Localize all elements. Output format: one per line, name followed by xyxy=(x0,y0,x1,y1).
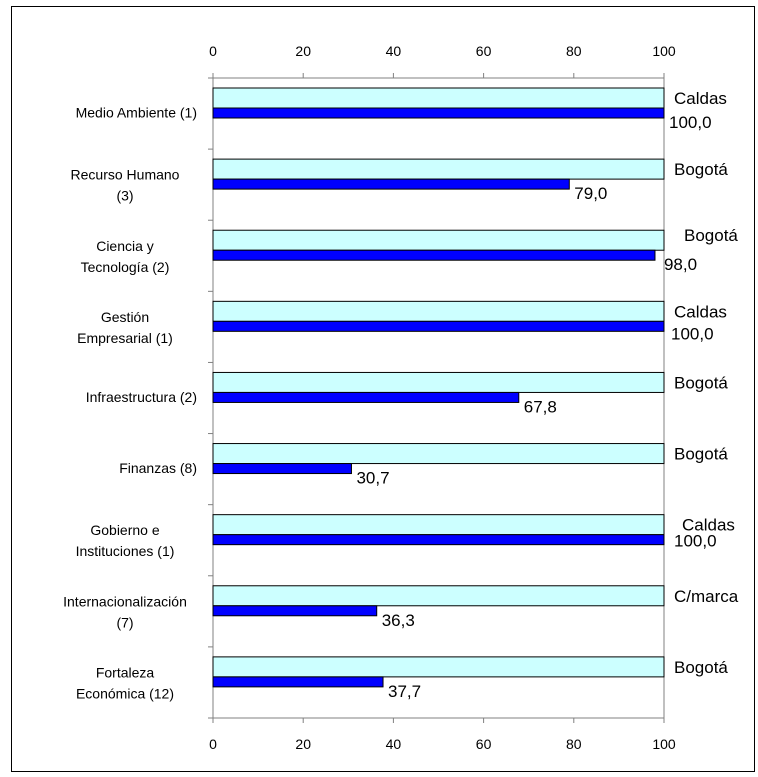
leader-label: Bogotá xyxy=(674,373,728,392)
leader-label: Caldas xyxy=(674,89,727,108)
value-label: 100,0 xyxy=(671,324,714,343)
bottom-tick-label: 0 xyxy=(209,736,217,752)
leader-label: Bogotá xyxy=(674,160,728,179)
bottom-tick-label: 60 xyxy=(476,736,492,752)
bottom-tick-label: 100 xyxy=(652,736,676,752)
leader-label: C/marca xyxy=(674,587,739,606)
reference-bar xyxy=(212,443,665,465)
reference-bar xyxy=(212,514,665,536)
bar-chart: 0 0 20 20 40 40 60 60 80 80 100 100 Medio Ambiente (… xyxy=(63,43,739,752)
region-bar xyxy=(212,676,384,688)
category-label: Medio Ambiente (1) xyxy=(76,105,197,121)
value-label: 100,0 xyxy=(669,113,712,132)
reference-bar xyxy=(212,158,665,180)
top-tick-label: 100 xyxy=(652,43,676,59)
leader-label: Bogotá xyxy=(674,445,728,464)
top-tick-label: 80 xyxy=(566,43,582,59)
value-label: 98,0 xyxy=(664,255,697,274)
category-label: Recurso Humano (3) xyxy=(71,167,180,204)
leader-label: Bogotá xyxy=(674,658,728,677)
category-label: Ciencia y Tecnología (2) xyxy=(81,238,170,275)
leader-label: Bogotá xyxy=(684,226,738,245)
category-label: Gestión Empresarial (1) xyxy=(77,309,173,346)
region-bar xyxy=(212,107,665,119)
region-bar xyxy=(212,605,378,617)
value-label: 30,7 xyxy=(356,469,389,488)
top-tick-label: 20 xyxy=(295,43,311,59)
bottom-tick-label: 80 xyxy=(566,736,582,752)
value-label: 37,7 xyxy=(388,682,421,701)
leader-label: Caldas xyxy=(674,302,727,321)
bottom-tick-label: 40 xyxy=(386,736,402,752)
reference-bar xyxy=(212,300,665,322)
region-bar xyxy=(212,534,665,546)
leader-label: Caldas xyxy=(682,516,735,535)
category-label: Finanzas (8) xyxy=(119,460,197,476)
value-label: 100,0 xyxy=(674,532,717,551)
reference-bar xyxy=(212,585,665,607)
reference-bar xyxy=(212,229,665,251)
value-label: 79,0 xyxy=(574,184,607,203)
reference-bar xyxy=(212,656,665,678)
region-bar xyxy=(212,320,665,332)
region-bar xyxy=(212,178,570,190)
top-tick-label: 0 xyxy=(209,43,217,59)
category-label: Infraestructura (2) xyxy=(86,389,197,405)
category-label: Gobierno e Instituciones (1) xyxy=(76,522,175,559)
top-tick-label: 60 xyxy=(476,43,492,59)
value-label: 67,8 xyxy=(524,397,557,416)
region-bar xyxy=(212,463,352,475)
bottom-tick-label: 20 xyxy=(295,736,311,752)
category-label: Internacionalización (7) xyxy=(63,593,187,630)
value-label: 36,3 xyxy=(382,611,415,630)
category-label: Fortaleza Económica (12) xyxy=(76,664,174,701)
chart-frame: 0 0 20 20 40 40 60 60 80 80 100 100 Medio Ambiente (… xyxy=(11,6,755,772)
reference-bar xyxy=(212,371,665,393)
reference-bar xyxy=(212,87,665,109)
region-bar xyxy=(212,249,656,261)
region-bar xyxy=(212,391,520,403)
top-tick-label: 40 xyxy=(386,43,402,59)
